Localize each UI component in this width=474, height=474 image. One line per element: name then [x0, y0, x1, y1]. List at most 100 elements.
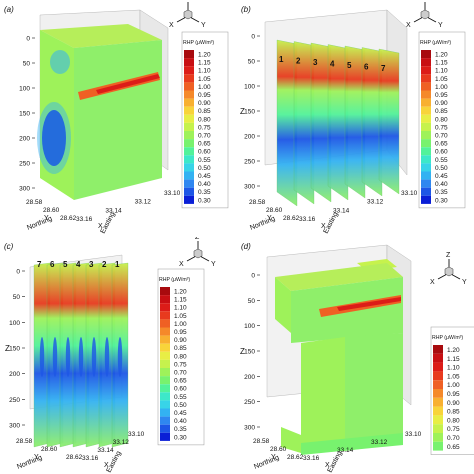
upper-cool-zone [50, 50, 70, 74]
slice-label: 6 [50, 260, 55, 269]
z-tick-label: 50 [23, 61, 31, 68]
legend-value: 0.45 [435, 173, 448, 180]
legend-value: 0.75 [174, 361, 187, 368]
northing-axis-letter: Y [267, 215, 272, 222]
legend-value: 0.70 [435, 132, 448, 139]
slice-label: 2 [102, 260, 107, 269]
slice-label: 5 [347, 61, 352, 70]
legend-value: 0.30 [174, 434, 187, 441]
legend-value: 0.40 [174, 418, 187, 425]
northing-axis-letter: Y [44, 215, 49, 222]
z-tick-label: 250 [9, 397, 20, 404]
slice-label: 1 [279, 55, 284, 64]
easting-tick-label: 33.12 [371, 439, 388, 446]
legend-swatch [433, 345, 443, 354]
z-tick-label: 100 [244, 323, 255, 330]
legend-value: 1.00 [198, 84, 211, 91]
legend-value: 0.40 [198, 181, 211, 188]
legend-value: 0.65 [447, 444, 460, 451]
legend-swatch [184, 98, 194, 107]
iso-pillar-front [301, 337, 345, 451]
legend-swatch [184, 147, 194, 156]
legend-value: 0.40 [435, 181, 448, 188]
axis-triad: Z X Y [179, 237, 216, 268]
legend-swatch [184, 131, 194, 140]
z-tick-label: 200 [19, 136, 30, 143]
iso-base-front [281, 427, 301, 453]
triad-z-label: Z [195, 237, 200, 241]
legend-swatch [160, 359, 170, 368]
legend-value: 1.15 [447, 356, 460, 363]
triad-cube [444, 266, 454, 277]
panel-b: 1 2 3 4 5 6 7 (b) 0 50 100 150 200 250 300 Z 28.58 28.60 2… [237, 0, 474, 237]
slice-7 [378, 48, 400, 195]
legend-swatch [160, 384, 170, 393]
northing-axis-label: Northing [249, 215, 276, 231]
legend-swatch [433, 424, 443, 433]
slice-4 [327, 44, 349, 201]
legend-value: 1.20 [447, 347, 460, 354]
northing-tick-label: 28.60 [266, 207, 283, 214]
legend-value: 0.50 [435, 165, 448, 172]
z-tick-label: 250 [244, 399, 255, 406]
legend-value: 0.75 [447, 426, 460, 433]
legend-value: 0.55 [435, 157, 448, 164]
legend-swatch [421, 82, 431, 91]
legend-swatch [184, 106, 194, 115]
panel-label: (d) [241, 242, 251, 251]
legend-title: RHP (μW/m³) [183, 40, 214, 46]
z-tick-label: 200 [9, 371, 20, 378]
legend-value: 0.95 [447, 391, 460, 398]
legend-value: 1.20 [198, 51, 211, 58]
legend-value: 0.80 [447, 417, 460, 424]
triad-x-label: X [169, 22, 174, 29]
easting-tick-label: 33.10 [164, 190, 181, 197]
colorbar-legend: RHP (μW/m³)1.201.151.101.051.000.950.900… [181, 31, 229, 209]
slice-label: 5 [63, 260, 68, 269]
z-tick-label: 150 [9, 346, 20, 353]
legend-swatch [433, 353, 443, 363]
legend-swatch [184, 171, 194, 180]
legend-swatch [433, 433, 443, 442]
top-face [40, 24, 162, 48]
side-face [74, 40, 162, 200]
northing-tick-label: 28.60 [41, 446, 58, 453]
legend-swatch [433, 406, 443, 416]
northing-tick-label: 28.62 [60, 215, 77, 222]
legend-swatch [160, 376, 170, 385]
triad-y-label: Y [211, 261, 216, 268]
z-tick-label: 300 [244, 425, 255, 432]
legend-swatch [421, 66, 431, 75]
triad-x-label: X [406, 22, 411, 29]
z-tick-label: 300 [9, 423, 20, 430]
z-tick-label: 50 [248, 298, 256, 305]
z-tick-label: 0 [16, 269, 20, 276]
z-tick-label: 300 [244, 184, 255, 191]
legend-value: 0.60 [435, 149, 448, 156]
legend-swatch [184, 187, 194, 196]
legend-value: 0.55 [198, 157, 211, 164]
legend-value: 0.35 [435, 189, 448, 196]
z-tick-label: 300 [19, 186, 30, 193]
easting-tick-label: 33.10 [405, 431, 422, 438]
legend-swatch [433, 371, 443, 381]
northing-tick-label: 28.62 [283, 215, 300, 222]
legend-swatch [184, 195, 194, 204]
legend-title: RHP (μW/m³) [420, 40, 451, 46]
legend-value: 0.90 [174, 337, 187, 344]
axis-triad: Z X Y [430, 252, 467, 286]
legend-value: 1.15 [174, 297, 187, 304]
northing-axis-label: Northing [253, 454, 280, 470]
legend-swatch [160, 335, 170, 344]
legend-value: 0.35 [174, 426, 187, 433]
legend-value: 1.10 [198, 68, 211, 75]
z-tick-label: 150 [244, 109, 255, 116]
legend-value: 1.20 [174, 288, 187, 295]
legend-swatch [421, 122, 431, 131]
legend-value: 1.20 [435, 51, 448, 58]
legend-swatch [421, 90, 431, 99]
legend-swatch [160, 392, 170, 401]
legend-value: 1.15 [198, 60, 211, 67]
legend-swatch [160, 351, 170, 360]
